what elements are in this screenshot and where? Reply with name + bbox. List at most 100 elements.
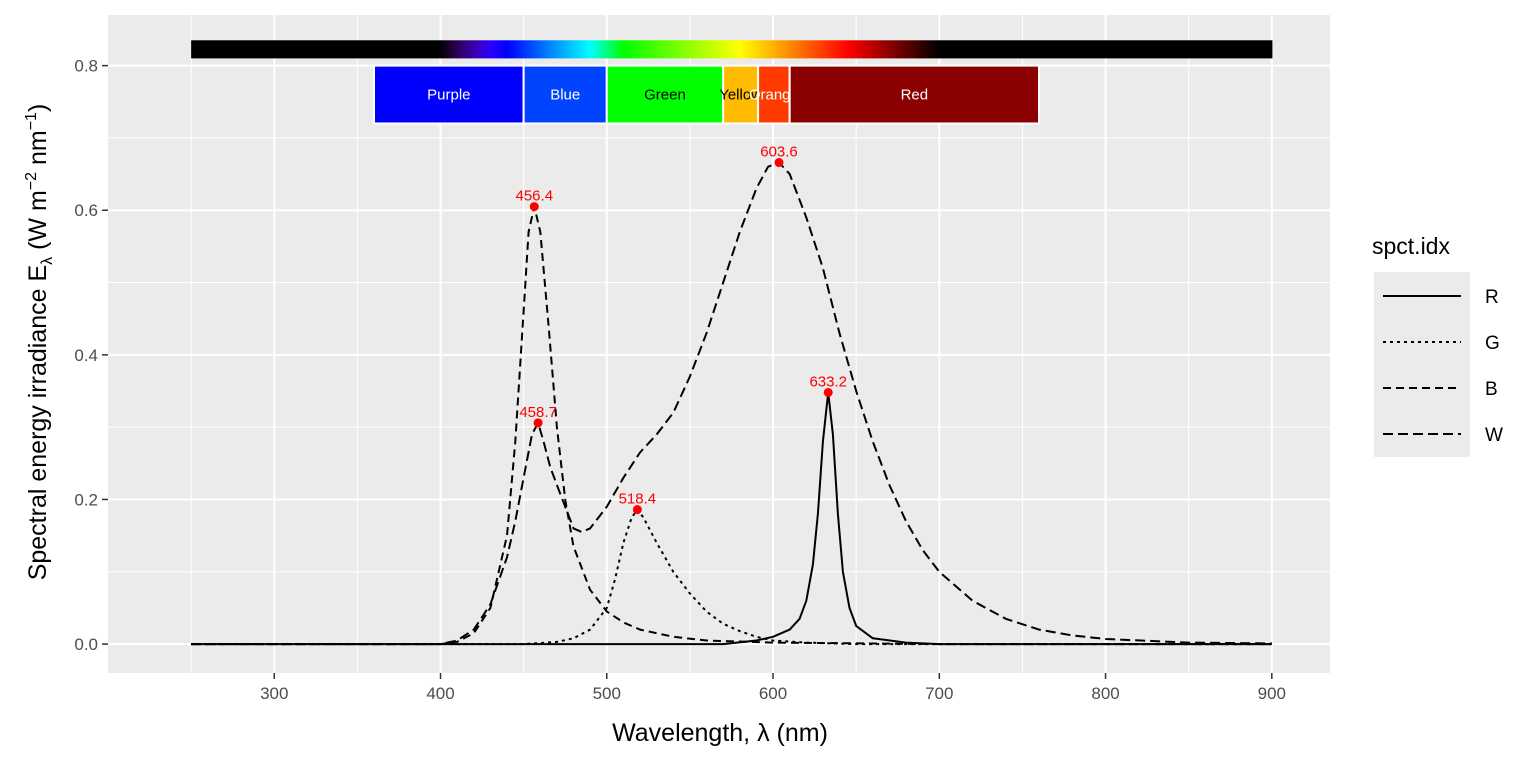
- legend-label-b: B: [1485, 379, 1498, 400]
- spectrum-segment: [234, 40, 239, 59]
- spectrum-segment: [916, 40, 920, 59]
- spectrum-segment: [1082, 40, 1087, 59]
- spectrum-segment: [274, 40, 279, 59]
- spectrum-segment: [1009, 40, 1014, 59]
- spectrum-segment: [590, 40, 595, 59]
- spectrum-segment: [939, 40, 944, 59]
- y-axis-title-superscript-1: −2: [23, 172, 40, 190]
- peak-label-r: 633.2: [809, 373, 847, 390]
- spectrum-segment: [733, 40, 738, 59]
- legend: spct.idx R G B W: [1372, 233, 1503, 457]
- spectrum-segment: [457, 40, 462, 59]
- spectrum-segment: [510, 40, 515, 59]
- spectrum-segment: [513, 40, 518, 59]
- peak-point-w: [533, 418, 543, 428]
- spectrum-segment: [1122, 40, 1127, 59]
- spectrum-segment: [600, 40, 605, 59]
- spectrum-segment: [1152, 40, 1157, 59]
- spectrum-segment: [370, 40, 375, 59]
- spectrum-segment: [909, 40, 914, 59]
- spectrum-segment: [969, 40, 974, 59]
- spectrum-segment: [304, 40, 309, 59]
- spectrum-segment: [779, 40, 784, 59]
- spectrum-segment: [490, 40, 495, 59]
- spectrum-segment: [746, 40, 751, 59]
- spectrum-segment: [792, 40, 797, 59]
- spectrum-segment: [736, 40, 741, 59]
- waveband-label-yellow: Yellow: [719, 87, 762, 104]
- spectrum-segment: [1095, 40, 1100, 59]
- spectrum-segment: [284, 40, 289, 59]
- spectrum-segment: [287, 40, 292, 59]
- peak-label-b: 456.4: [516, 188, 554, 205]
- spectrum-segment: [1072, 40, 1077, 59]
- peak-label-w: 603.6: [760, 144, 798, 161]
- plot-panel: [108, 15, 1330, 673]
- series-lines: [191, 161, 1272, 646]
- spectrum-segment: [340, 40, 345, 59]
- spectrum-segment: [566, 40, 571, 59]
- spectrum-segment: [826, 40, 831, 59]
- spectrum-segment: [836, 40, 841, 59]
- spectrum-segment: [1065, 40, 1070, 59]
- spectrum-segment: [689, 40, 694, 59]
- spectrum-segment: [766, 40, 771, 59]
- spectrum-segment: [1118, 40, 1123, 59]
- series-line-b: [191, 205, 1272, 646]
- spectrum-segment: [447, 40, 452, 59]
- y-tick-label: 0.8: [74, 57, 98, 76]
- spectrum-segment: [324, 40, 329, 59]
- spectrum-segment: [1029, 40, 1033, 59]
- spectrum-segment: [942, 40, 947, 59]
- spectrum-segment: [806, 40, 811, 59]
- spectrum-segment: [493, 40, 498, 59]
- spectrum-segment: [1068, 40, 1073, 59]
- spectrum-segment: [487, 40, 491, 59]
- spectrum-segment: [859, 40, 864, 59]
- spectrum-segment: [347, 40, 352, 59]
- spectrum-segment: [553, 40, 558, 59]
- spectrum-segment: [523, 40, 528, 59]
- spectrum-segment: [267, 40, 272, 59]
- spectrum-segment: [753, 40, 758, 59]
- spectrum-segment: [443, 40, 448, 59]
- spectrum-segment: [965, 40, 970, 59]
- spectrum-segment: [467, 40, 472, 59]
- spectrum-segment: [796, 40, 801, 59]
- spectrum-segment: [1185, 40, 1190, 59]
- spectrum-segment: [260, 40, 265, 59]
- peak-label-w: 458.7: [519, 404, 557, 421]
- spectrum-segment: [759, 40, 764, 59]
- spectrum-segment: [643, 40, 648, 59]
- spectrum-segment: [832, 40, 837, 59]
- spectrum-segment: [922, 40, 927, 59]
- spectrum-segment: [610, 40, 615, 59]
- peak-point-b: [529, 202, 539, 212]
- spectrum-segment: [869, 40, 874, 59]
- spectrum-segment: [876, 40, 881, 59]
- spectrum-segment: [1032, 40, 1037, 59]
- spectrum-segment: [224, 40, 229, 59]
- spectrum-segment: [929, 40, 934, 59]
- spectrum-segment: [1258, 40, 1263, 59]
- x-tick-label: 700: [925, 684, 953, 703]
- spectrum-segment: [723, 40, 728, 59]
- spectrum-segment: [1105, 40, 1110, 59]
- spectrum-segment: [982, 40, 987, 59]
- legend-title: spct.idx: [1372, 233, 1450, 259]
- spectrum-segment: [477, 40, 482, 59]
- series-line-g: [191, 508, 1272, 646]
- x-tick-label: 500: [593, 684, 621, 703]
- spectrum-segment: [334, 40, 339, 59]
- y-axis-title-subscript: λ: [39, 257, 56, 265]
- spectrum-segment: [1055, 40, 1060, 59]
- spectrum-segment: [972, 40, 977, 59]
- waveband-label-blue: Blue: [550, 87, 580, 104]
- spectrum-segment: [483, 40, 488, 59]
- peak-point-w: [774, 158, 784, 168]
- spectrum-segment: [503, 40, 508, 59]
- spectrum-segment: [1078, 40, 1083, 59]
- spectrum-segment: [1002, 40, 1007, 59]
- spectrum-segment: [749, 40, 754, 59]
